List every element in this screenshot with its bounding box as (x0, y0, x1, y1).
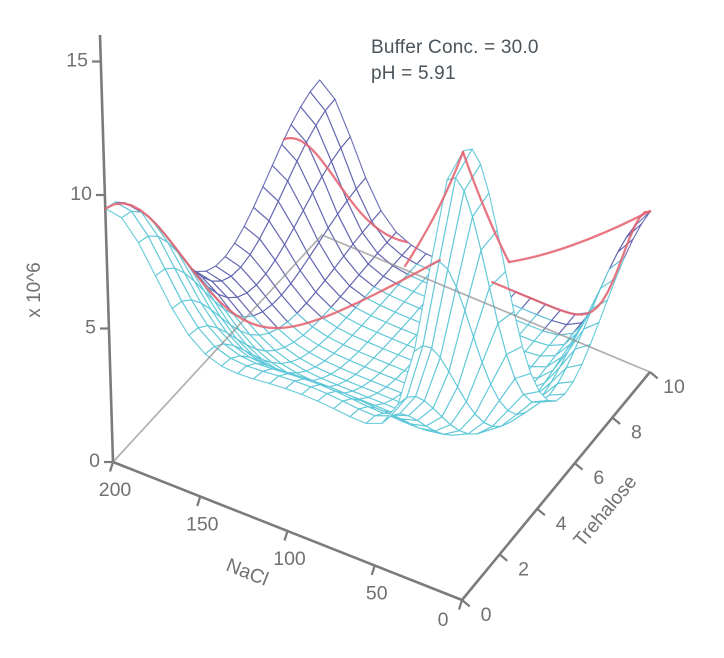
trehalose-tick (649, 371, 659, 380)
nacl-tick-label: 0 (438, 609, 449, 631)
nacl-tick (457, 599, 464, 610)
annotation: Buffer Conc. = 30.0 pH = 5.91 (371, 35, 539, 87)
nacl-tick (108, 461, 115, 472)
nacl-tick-label: 50 (366, 583, 388, 605)
trehalose-tick (461, 599, 471, 608)
nacl-tick (370, 565, 376, 576)
nacl-tick-label: 150 (186, 514, 219, 536)
z-tick-label: 10 (70, 183, 92, 205)
nacl-tick-label: 200 (99, 479, 132, 501)
trehalose-tick-label: 6 (593, 467, 604, 489)
z-tick-label: 5 (85, 317, 96, 339)
red-edge-curve (403, 150, 465, 268)
trehalose-tick (536, 507, 546, 517)
annotation-line-buffer: Buffer Conc. = 30.0 (371, 37, 539, 58)
z-axis (98, 34, 115, 463)
red-edge-curve (282, 137, 409, 244)
trehalose-tick-label: 4 (556, 513, 567, 535)
trehalose-tick (498, 553, 509, 562)
trehalose-tick-label: 0 (481, 604, 492, 626)
z-tick-label: 0 (89, 450, 100, 472)
z-tick-label: 15 (66, 50, 88, 72)
base-back-edges (112, 233, 651, 463)
nacl-tick (196, 496, 202, 507)
red-edge-curve (507, 209, 652, 264)
red-edge-curve (491, 210, 652, 316)
edge-highlight-curves (104, 137, 652, 330)
red-edge-curve (461, 150, 511, 264)
nacl-tick-label: 100 (273, 548, 306, 570)
trehalose-axis (460, 371, 652, 601)
x-axis-title: NaCl (223, 554, 271, 590)
nacl-tick (283, 530, 289, 541)
hidden-box-edges (112, 233, 651, 463)
annotation-line-ph: pH = 5.91 (371, 63, 456, 84)
red-edge-curve (104, 202, 441, 330)
trehalose-tick (574, 462, 584, 471)
trehalose-tick (611, 416, 621, 425)
trehalose-tick-label: 2 (518, 558, 529, 580)
surface-mesh (104, 79, 651, 436)
y-axis-title: Trehalose (569, 471, 641, 551)
trehalose-tick-label: 10 (663, 376, 685, 398)
trehalose-tick-label: 8 (631, 422, 642, 444)
z-axis-title: x 10^6 (24, 262, 45, 317)
axes (92, 34, 659, 610)
